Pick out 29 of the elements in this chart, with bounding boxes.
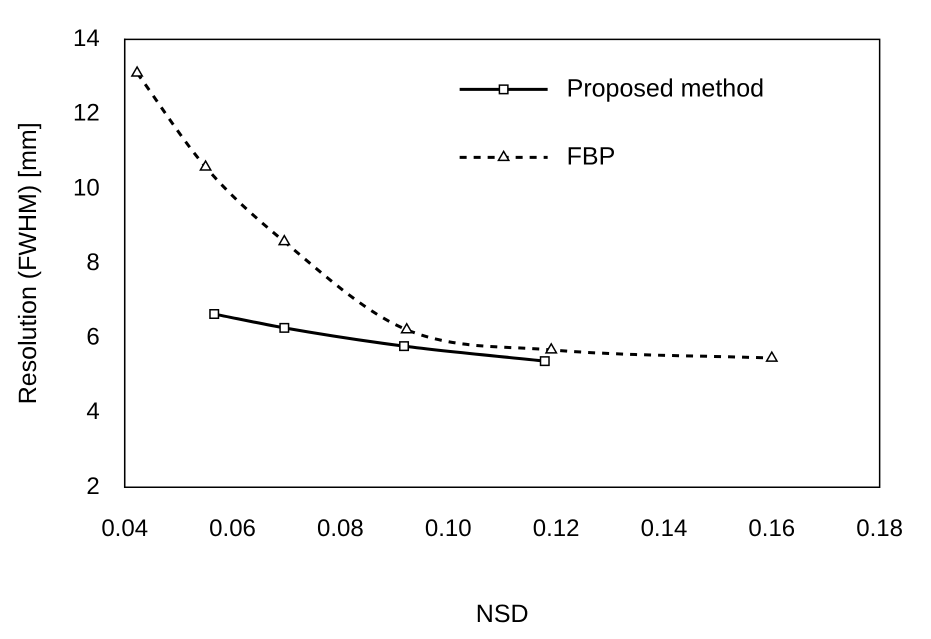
x-tick-label: 0.12 xyxy=(532,515,580,542)
y-tick-label: 14 xyxy=(72,25,100,52)
point xyxy=(209,309,220,320)
y-axis-title: Resolution (FWHM) [mm] xyxy=(14,122,42,404)
point xyxy=(131,66,144,77)
x-tick-label: 0.10 xyxy=(424,515,472,542)
x-tick-label: 0.14 xyxy=(640,515,688,542)
point xyxy=(766,351,778,362)
y-tick-label: 2 xyxy=(86,472,100,500)
x-tick-label: 0.08 xyxy=(317,515,364,542)
x-axis-title: NSD xyxy=(476,600,529,628)
point xyxy=(278,234,290,246)
y-tick-label: 4 xyxy=(86,398,100,426)
x-tick-label: 0.16 xyxy=(748,515,796,542)
y-tick-label: 8 xyxy=(86,248,100,276)
y-tick-label: 10 xyxy=(72,174,100,202)
legend-label: Proposed method xyxy=(566,74,764,102)
point xyxy=(399,341,410,352)
point xyxy=(540,356,550,366)
point xyxy=(279,322,290,333)
x-tick-label: 0.04 xyxy=(101,515,148,542)
y-tick-label: 12 xyxy=(72,100,100,127)
y-tick-label: 6 xyxy=(86,324,100,351)
point xyxy=(200,160,212,171)
x-tick-label: 0.06 xyxy=(209,515,256,542)
point xyxy=(545,343,558,354)
x-tick-label: 0.18 xyxy=(856,515,904,542)
point xyxy=(400,322,413,334)
legend-label: FBP xyxy=(566,142,616,170)
